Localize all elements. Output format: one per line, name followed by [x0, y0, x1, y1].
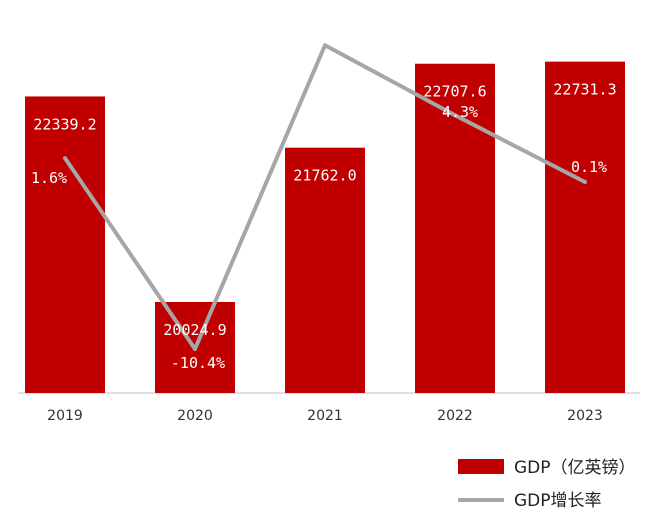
growth-point-2021: [323, 43, 327, 48]
growth-label-2019: 1.6%: [31, 169, 67, 187]
bar-label-2022: 22707.6: [423, 83, 486, 101]
growth-point-2022: [453, 113, 457, 118]
growth-label-2020: -10.4%: [171, 354, 225, 372]
growth-label-2021: 8.7%: [318, 59, 354, 77]
bar-label-2020: 20024.9: [163, 321, 226, 339]
legend-line-label: GDP增长率: [514, 491, 602, 511]
x-tick-2022: 2022: [437, 408, 473, 424]
bar-2022: [415, 63, 495, 394]
growth-data-labels: 1.6% -10.4% 8.7% 4.3% 0.1%: [31, 59, 607, 372]
growth-point-2019: [63, 156, 67, 161]
growth-point-2023: [583, 180, 587, 184]
bar-2023: [545, 61, 625, 393]
bar-series: [25, 61, 625, 394]
legend-bar-label: GDP（亿英镑）: [514, 458, 636, 478]
growth-label-2022: 4.3%: [442, 103, 478, 121]
bar-label-2021: 21762.0: [293, 167, 356, 185]
x-tick-2020: 2020: [177, 408, 213, 424]
bar-label-2023: 22731.3: [553, 81, 616, 99]
legend: GDP（亿英镑） GDP增长率: [458, 458, 636, 511]
x-tick-2019: 2019: [47, 408, 83, 424]
legend-bar-swatch: [458, 459, 504, 474]
bar-2019: [25, 96, 105, 393]
bar-2021: [285, 147, 365, 393]
growth-line-series: [63, 43, 587, 351]
x-tick-labels: 2019 2020 2021 2022 2023: [47, 408, 603, 424]
growth-point-2020: [193, 346, 197, 351]
x-tick-2023: 2023: [567, 408, 603, 424]
bar-data-labels: 22339.2 20024.9 21762.0 22707.6 22731.3: [33, 81, 616, 339]
x-tick-2021: 2021: [307, 408, 343, 424]
growth-label-2023: 0.1%: [571, 158, 607, 176]
bar-label-2019: 22339.2: [33, 115, 96, 133]
